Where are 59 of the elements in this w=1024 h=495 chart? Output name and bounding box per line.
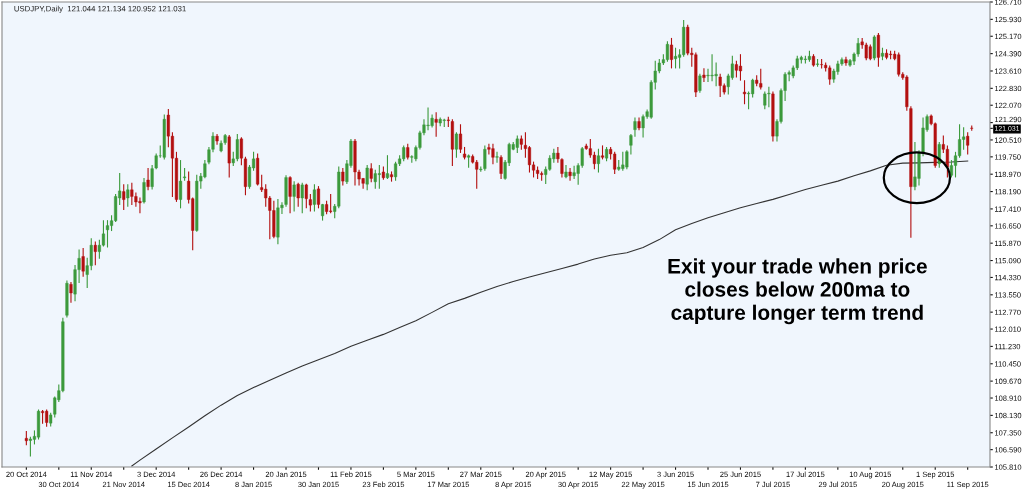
- candlestick: [69, 282, 73, 303]
- candlestick: [738, 54, 743, 81]
- candlestick: [296, 182, 300, 207]
- candlestick: [288, 176, 292, 214]
- candlestick: [316, 186, 321, 209]
- candlestick: [312, 184, 316, 212]
- candlestick: [130, 182, 134, 206]
- candlestick: [146, 168, 150, 191]
- candlestick: [937, 142, 941, 168]
- candlestick: [499, 155, 503, 179]
- candlestick: [742, 80, 747, 105]
- candlestick: [820, 59, 824, 69]
- candlestick: [105, 220, 110, 248]
- candlestick: [702, 68, 706, 82]
- candlestick: [426, 107, 430, 131]
- candlestick: [475, 160, 479, 189]
- candlestick: [572, 165, 576, 179]
- candlestick: [215, 134, 219, 145]
- candlestick: [665, 41, 669, 62]
- candlestick: [759, 68, 763, 90]
- candlestick: [897, 52, 901, 77]
- candlestick: [235, 134, 239, 162]
- candlestick: [913, 142, 917, 191]
- candlestick: [458, 124, 463, 153]
- candlestick: [385, 155, 390, 179]
- candlestick: [674, 47, 678, 69]
- candlestick: [93, 241, 97, 266]
- candlestick: [142, 177, 146, 204]
- candlestick: [706, 68, 710, 82]
- candlestick: [454, 132, 458, 158]
- candlestick: [434, 112, 438, 137]
- candlestick: [292, 181, 296, 212]
- candlestick: [767, 86, 771, 108]
- candlestick: [300, 182, 304, 214]
- candlestick: [970, 125, 974, 131]
- candlestick: [613, 151, 617, 175]
- candlestick: [28, 436, 32, 457]
- candlestick: [369, 163, 373, 183]
- candlestick: [876, 33, 880, 67]
- annotation: Exit your trade when price closes below 200ma to capture longer term trend: [668, 258, 927, 325]
- candlestick: [377, 164, 381, 189]
- candlestick: [483, 145, 487, 171]
- candlestick: [178, 160, 183, 209]
- candlestick: [495, 151, 499, 163]
- candlestick: [81, 247, 85, 277]
- candlestick: [491, 143, 495, 165]
- candlestick: [669, 37, 674, 69]
- candlestick: [126, 184, 130, 207]
- candlestick: [568, 168, 572, 181]
- candlestick: [828, 65, 832, 85]
- candlestick: [966, 132, 970, 155]
- candlestick: [365, 164, 369, 191]
- candlestick: [304, 183, 308, 209]
- candlestick: [329, 194, 333, 214]
- candlestick: [718, 73, 722, 97]
- candlestick: [122, 184, 126, 210]
- candlestick: [596, 148, 600, 173]
- candlestick: [872, 35, 876, 61]
- candlestick: [710, 54, 714, 82]
